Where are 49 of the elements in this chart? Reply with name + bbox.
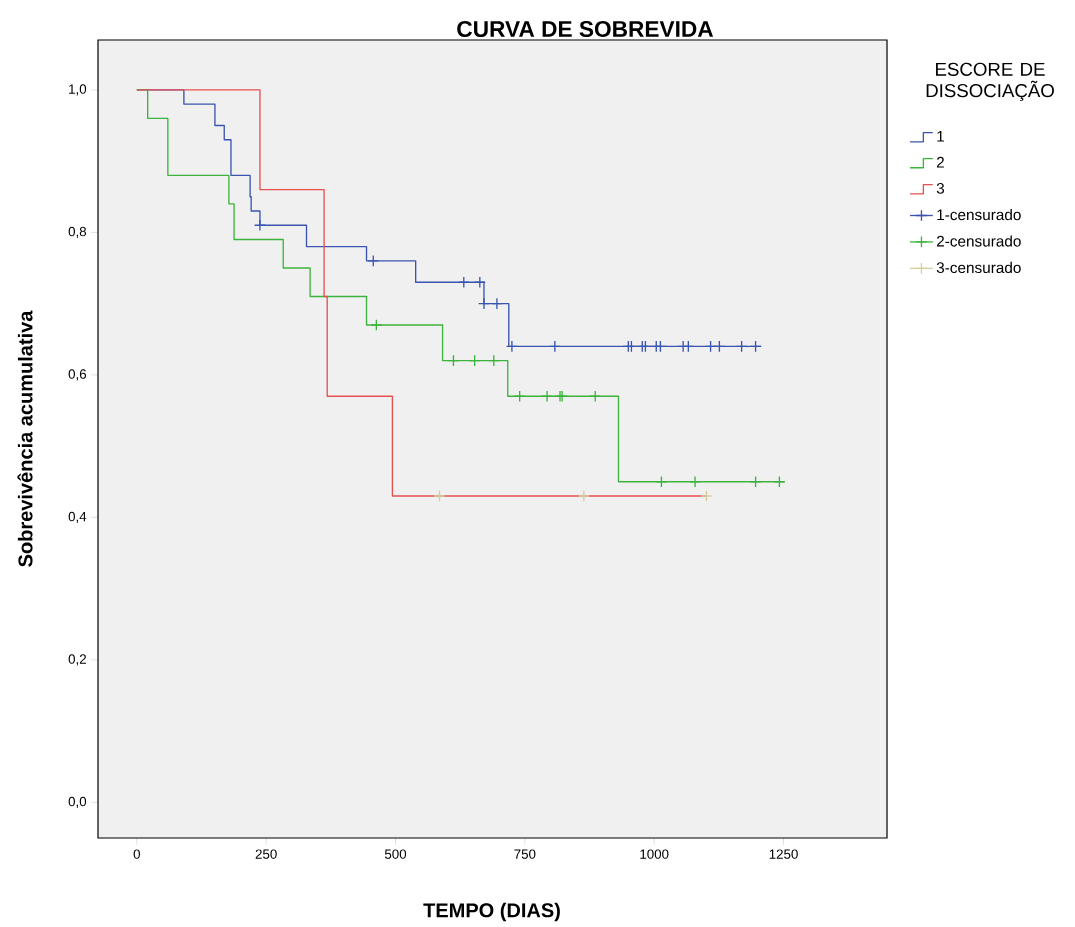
- legend-label: 1-censurado: [937, 208, 1021, 221]
- point: [541, 390, 554, 403]
- x-tick-label: 0: [133, 849, 140, 859]
- y-tick-label: 1,0: [69, 84, 87, 96]
- point: [704, 340, 717, 353]
- point: [253, 219, 266, 232]
- point: [505, 340, 518, 353]
- x-tick-label: 250: [255, 849, 277, 859]
- point: [749, 475, 762, 488]
- point: [367, 254, 380, 267]
- point: [700, 489, 713, 502]
- point: [689, 475, 702, 488]
- point: [433, 489, 446, 502]
- y-tick-label: 0,0: [68, 796, 87, 808]
- point: [370, 318, 383, 331]
- y-tick-label: 0,8: [68, 226, 87, 238]
- point: [447, 354, 460, 367]
- point: [490, 297, 503, 310]
- point: [487, 354, 500, 367]
- point: [589, 390, 602, 403]
- x-axis-title: TEMPO (DIAS): [423, 902, 560, 922]
- x-tick-label: 750: [514, 849, 536, 859]
- point: [513, 390, 526, 403]
- legend-label: 2-censurado: [936, 235, 1021, 247]
- y-tick-label: 0,6: [68, 369, 87, 381]
- y-axis-title: Sobrevivência acumulativa: [17, 310, 33, 567]
- y-tick-label: 0,2: [68, 654, 86, 666]
- point: [468, 354, 481, 367]
- legend-label: 3: [936, 182, 945, 194]
- point: [735, 340, 748, 353]
- point: [577, 489, 590, 502]
- legend-title: ESCORE DE DISSOCIAÇÃO: [926, 62, 1054, 102]
- legend-label: 1: [937, 130, 944, 142]
- point: [655, 475, 668, 488]
- x-tick-label: 1000: [640, 849, 669, 859]
- x-tick-label: 500: [384, 849, 407, 859]
- point: [473, 276, 486, 289]
- legend-label: 3-censurado: [936, 261, 1021, 274]
- point: [477, 297, 490, 310]
- point: [457, 276, 470, 289]
- point: [713, 340, 726, 353]
- point: [548, 340, 561, 353]
- legend-label: 2: [936, 156, 944, 168]
- chart-title: CURVA DE SOBREVIDA: [457, 20, 714, 38]
- point: [773, 475, 786, 488]
- point: [749, 340, 762, 353]
- x-tick-label: 1250: [769, 849, 798, 859]
- y-tick-label: 0,4: [68, 511, 87, 523]
- point: [654, 340, 667, 353]
